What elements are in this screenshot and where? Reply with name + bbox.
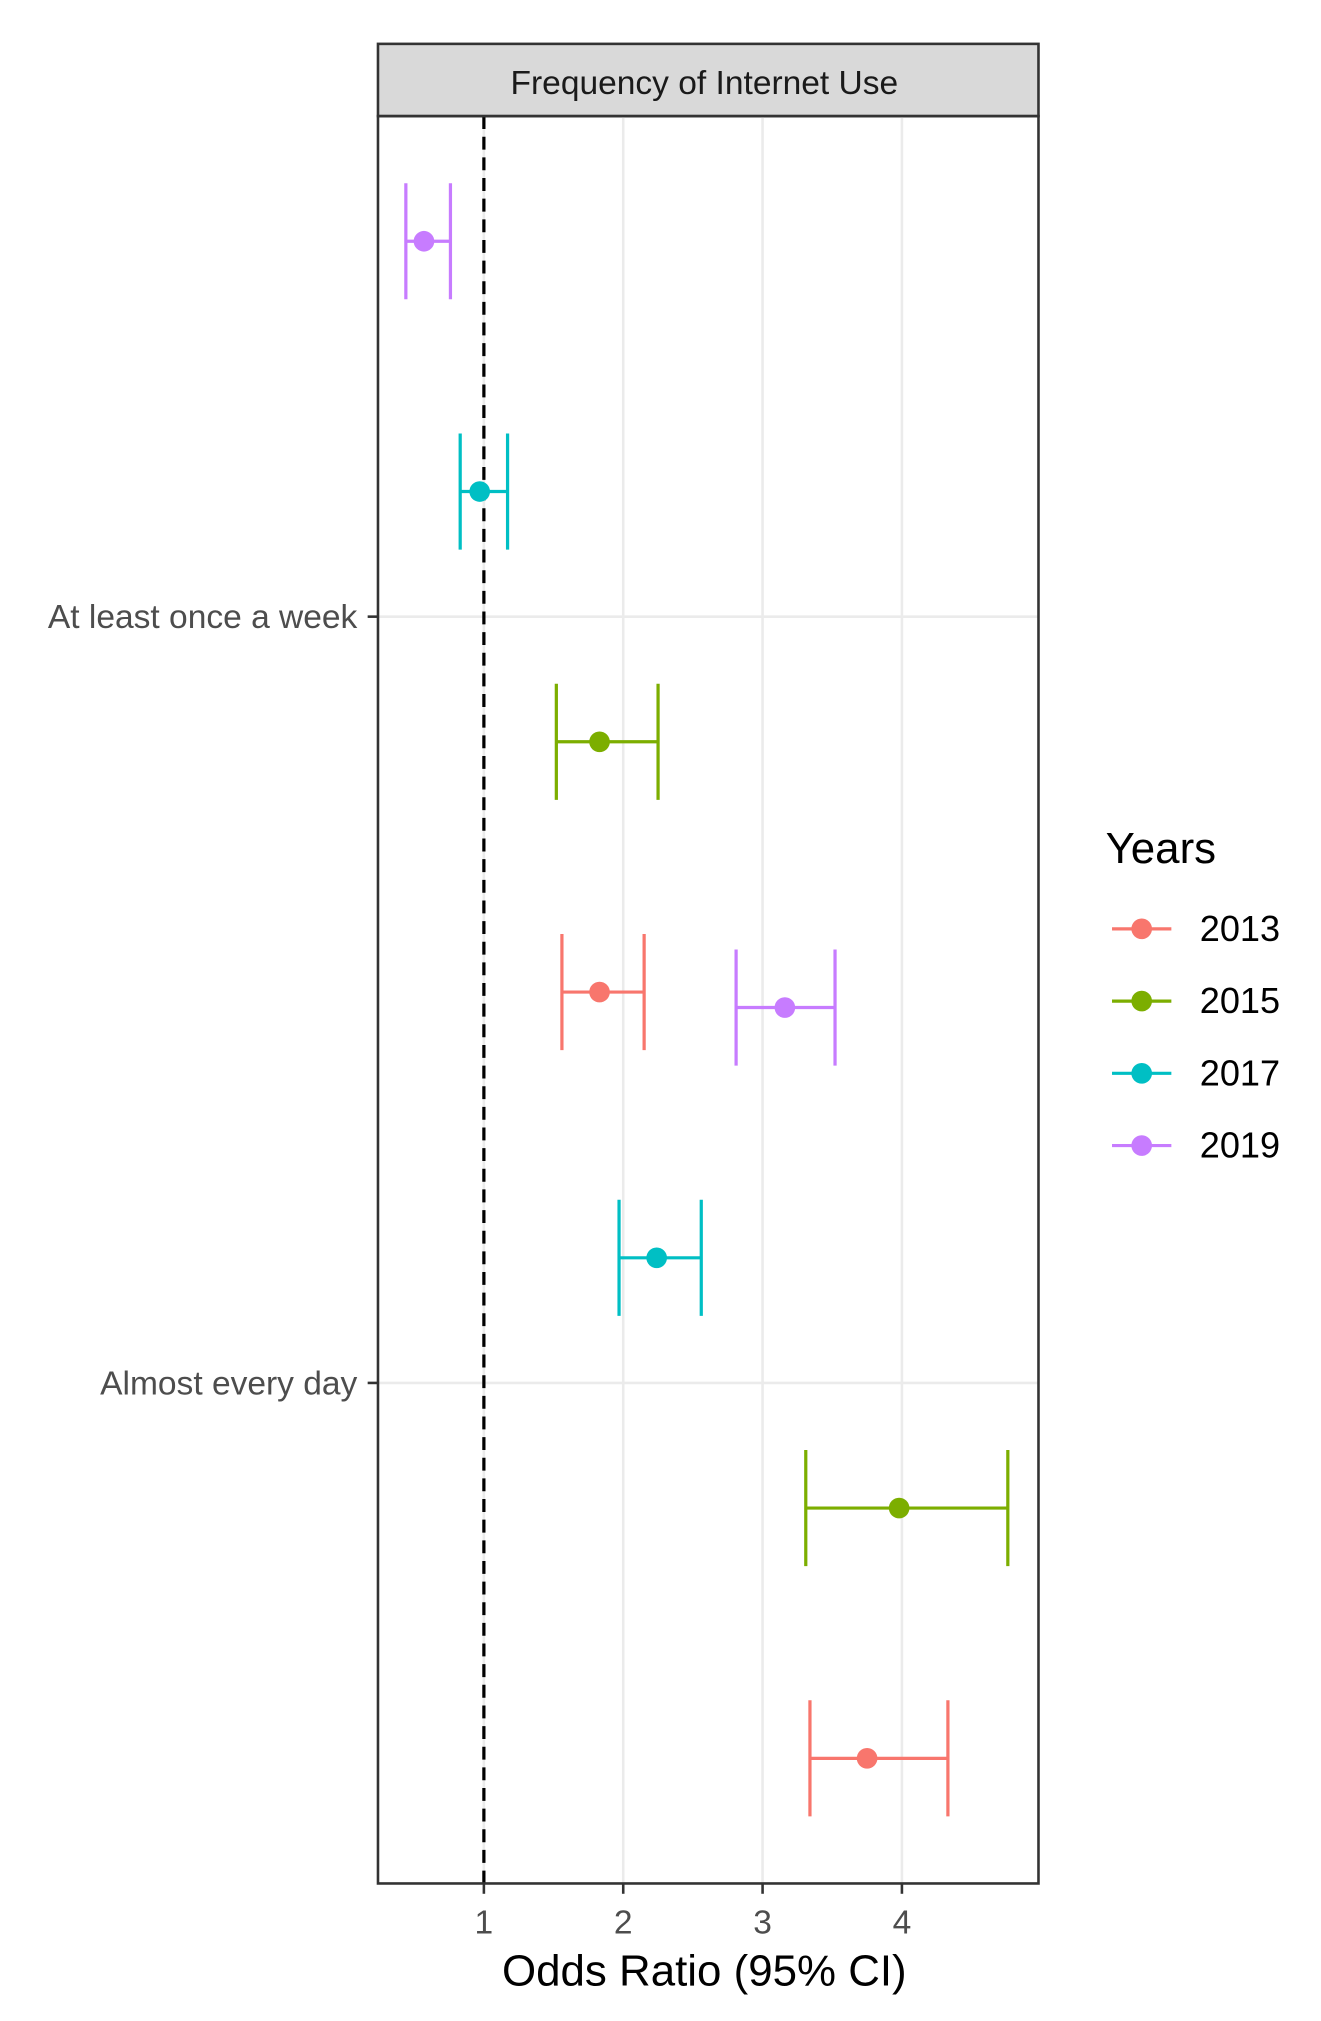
strip: [376, 42, 1040, 118]
x-tick-label: 4: [893, 1905, 912, 1942]
legend-label: 2019: [1200, 1125, 1280, 1166]
panel-border: [376, 114, 1040, 1885]
x-tick-label: 2: [614, 1905, 633, 1942]
legend-title: Years: [1106, 824, 1217, 873]
point: [469, 481, 491, 502]
strip-title: Frequency of Internet Use: [511, 65, 899, 102]
point: [413, 230, 435, 252]
x-tick-label: 1: [475, 1905, 494, 1942]
legend: 2013 2015 2017 2019: [1112, 908, 1280, 1166]
point: [589, 731, 610, 753]
legend-label: 2013: [1200, 908, 1280, 949]
grid: [377, 116, 1039, 1884]
legend-label: 2017: [1200, 1052, 1280, 1093]
point: [888, 1497, 910, 1519]
y-tick-label: At least once a week: [48, 599, 358, 636]
legend-key-point: [1131, 918, 1153, 940]
point: [589, 981, 610, 1003]
legend-key-point: [1131, 1135, 1153, 1156]
point: [856, 1748, 878, 1769]
legend-key-point: [1131, 1063, 1153, 1084]
marks: [404, 116, 1010, 1884]
x-tick-label: 3: [753, 1905, 772, 1942]
legend-label: 2015: [1200, 980, 1280, 1021]
point: [774, 997, 796, 1018]
legend-key-point: [1131, 990, 1153, 1012]
x-axis-title: Odds Ratio (95% CI): [502, 1946, 907, 1995]
y-tick-label: Almost every day: [100, 1365, 357, 1402]
point: [646, 1247, 667, 1269]
